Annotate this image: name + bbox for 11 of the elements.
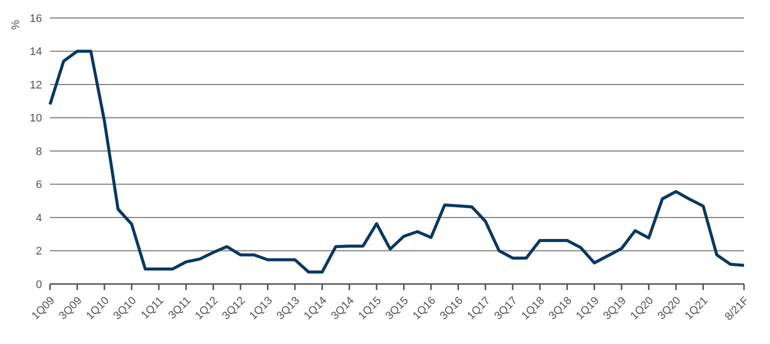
y-tick-label: 10 bbox=[30, 112, 42, 125]
y-tick-label: 0 bbox=[36, 278, 42, 291]
y-tick-label: 8 bbox=[36, 146, 42, 158]
y-tick-label: 16 bbox=[30, 12, 42, 25]
y-axis-title: % bbox=[10, 20, 22, 30]
y-tick-label: 2 bbox=[36, 246, 42, 258]
line-series bbox=[48, 50, 746, 274]
y-tick-label: 12 bbox=[30, 79, 42, 92]
y-tick-label: 6 bbox=[36, 179, 42, 192]
y-tick-label: 4 bbox=[36, 212, 42, 224]
y-tick-label: 14 bbox=[30, 46, 42, 58]
